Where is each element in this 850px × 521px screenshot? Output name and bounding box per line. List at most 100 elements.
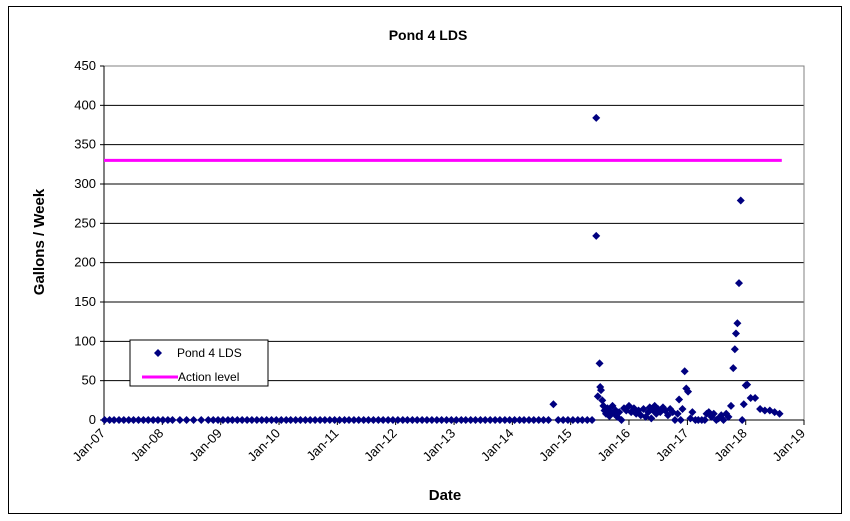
- xtick-label-Jan-11: Jan-11: [303, 426, 341, 464]
- data-point-pond-4-lds: [427, 416, 436, 424]
- data-point-pond-4-lds: [457, 416, 466, 424]
- data-point-pond-4-lds: [105, 416, 114, 424]
- data-point-pond-4-lds: [301, 416, 310, 424]
- data-point-pond-4-lds: [218, 416, 227, 424]
- data-point-pond-4-lds: [144, 416, 153, 424]
- data-point-pond-4-lds: [724, 412, 733, 421]
- data-point-pond-4-lds: [243, 416, 252, 424]
- data-point-pond-4-lds: [491, 416, 500, 424]
- data-point-pond-4-lds: [432, 416, 441, 424]
- data-point-pond-4-lds: [277, 416, 286, 424]
- data-point-pond-4-lds: [374, 416, 383, 424]
- data-point-pond-4-lds: [124, 416, 133, 424]
- data-point-pond-4-lds: [486, 416, 495, 424]
- data-point-pond-4-lds: [247, 416, 256, 424]
- data-point-pond-4-lds: [578, 416, 587, 424]
- xtick-label-Jan-07: Jan-07: [69, 426, 108, 465]
- data-point-pond-4-lds: [316, 416, 325, 424]
- data-point-pond-4-lds: [500, 416, 509, 424]
- data-point-pond-4-lds: [751, 393, 760, 402]
- data-point-pond-4-lds: [615, 408, 624, 417]
- data-point-pond-4-lds: [471, 416, 480, 424]
- data-point-pond-4-lds: [238, 416, 247, 424]
- data-point-pond-4-lds: [442, 416, 451, 424]
- data-point-pond-4-lds: [563, 416, 572, 424]
- data-point-pond-4-lds: [647, 414, 656, 423]
- data-point-pond-4-lds: [719, 416, 728, 424]
- x-tick-labels: Jan-07 Jan-08 Jan-09 Jan-10 Jan-11 Jan-12 Jan-…: [69, 420, 808, 464]
- data-point-pond-4-lds: [398, 416, 407, 424]
- data-point-pond-4-lds: [272, 416, 281, 424]
- data-point-pond-4-lds: [495, 416, 504, 424]
- data-point-pond-4-lds: [209, 416, 218, 424]
- data-point-pond-4-lds: [680, 367, 689, 376]
- data-point-pond-4-lds: [544, 416, 553, 424]
- data-point-pond-4-lds: [153, 416, 162, 424]
- data-point-pond-4-lds: [476, 416, 485, 424]
- data-point-pond-4-lds: [413, 416, 422, 424]
- data-point-pond-4-lds: [320, 416, 329, 424]
- data-point-pond-4-lds: [139, 416, 148, 424]
- data-point-pond-4-lds: [437, 416, 446, 424]
- xtick-label-Jan-14: Jan-14: [478, 426, 517, 465]
- ytick-label-50: 50: [82, 373, 96, 388]
- ytick-label-100: 100: [74, 333, 96, 348]
- xtick-label-Jan-18: Jan-18: [711, 426, 750, 465]
- xtick-label-Jan-16: Jan-16: [594, 426, 633, 465]
- data-point-pond-4-lds: [598, 396, 607, 405]
- xtick-label-Jan-09: Jan-09: [186, 426, 225, 465]
- data-point-pond-4-lds: [573, 416, 582, 424]
- data-point-pond-4-lds: [296, 416, 305, 424]
- data-point-pond-4-lds: [267, 416, 276, 424]
- data-point-pond-4-lds: [158, 416, 167, 424]
- legend-label-pond-4-lds: Pond 4 LDS: [177, 346, 242, 360]
- y-tick-labels: 0 50 100 150 200 250 300 350 400 450: [74, 58, 104, 427]
- xtick-label-Jan-10: Jan-10: [244, 426, 283, 465]
- xtick-label-Jan-17: Jan-17: [653, 426, 692, 465]
- data-point-pond-4-lds: [388, 416, 397, 424]
- data-point-pond-4-lds: [204, 416, 213, 424]
- data-point-pond-4-lds: [418, 416, 427, 424]
- ytick-label-300: 300: [74, 176, 96, 191]
- data-point-pond-4-lds: [257, 416, 266, 424]
- data-point-pond-4-lds: [775, 409, 784, 418]
- data-point-pond-4-lds: [733, 319, 742, 328]
- data-point-pond-4-lds: [617, 416, 626, 424]
- data-point-pond-4-lds: [549, 400, 558, 409]
- data-point-pond-4-lds: [738, 416, 747, 424]
- data-point-pond-4-lds: [134, 416, 143, 424]
- ytick-label-200: 200: [74, 255, 96, 270]
- chart-title: Pond 4 LDS: [389, 27, 468, 43]
- data-point-pond-4-lds: [197, 416, 206, 424]
- data-point-pond-4-lds: [595, 359, 604, 368]
- series-marks: [100, 113, 784, 424]
- data-point-pond-4-lds: [466, 416, 475, 424]
- data-point-pond-4-lds: [730, 345, 739, 354]
- data-point-pond-4-lds: [588, 416, 597, 424]
- data-point-pond-4-lds: [403, 416, 412, 424]
- data-point-pond-4-lds: [306, 416, 315, 424]
- data-point-pond-4-lds: [282, 416, 291, 424]
- data-point-pond-4-lds: [369, 416, 378, 424]
- data-point-pond-4-lds: [568, 416, 577, 424]
- data-point-pond-4-lds: [739, 400, 748, 409]
- data-point-pond-4-lds: [481, 416, 490, 424]
- data-point-pond-4-lds: [515, 416, 524, 424]
- data-point-pond-4-lds: [344, 416, 353, 424]
- data-point-pond-4-lds: [168, 416, 177, 424]
- data-point-pond-4-lds: [524, 416, 533, 424]
- data-point-pond-4-lds: [688, 408, 697, 417]
- legend-label-action-level: Action level: [178, 370, 239, 384]
- data-point-pond-4-lds: [175, 416, 184, 424]
- data-point-pond-4-lds: [727, 401, 736, 410]
- data-point-pond-4-lds: [228, 416, 237, 424]
- data-point-pond-4-lds: [505, 416, 514, 424]
- legend: Pond 4 LDS Action level: [129, 339, 269, 387]
- data-point-pond-4-lds: [335, 416, 344, 424]
- data-point-pond-4-lds: [354, 416, 363, 424]
- data-point-pond-4-lds: [149, 416, 158, 424]
- data-point-pond-4-lds: [349, 416, 358, 424]
- data-point-pond-4-lds: [529, 416, 538, 424]
- data-point-pond-4-lds: [379, 416, 388, 424]
